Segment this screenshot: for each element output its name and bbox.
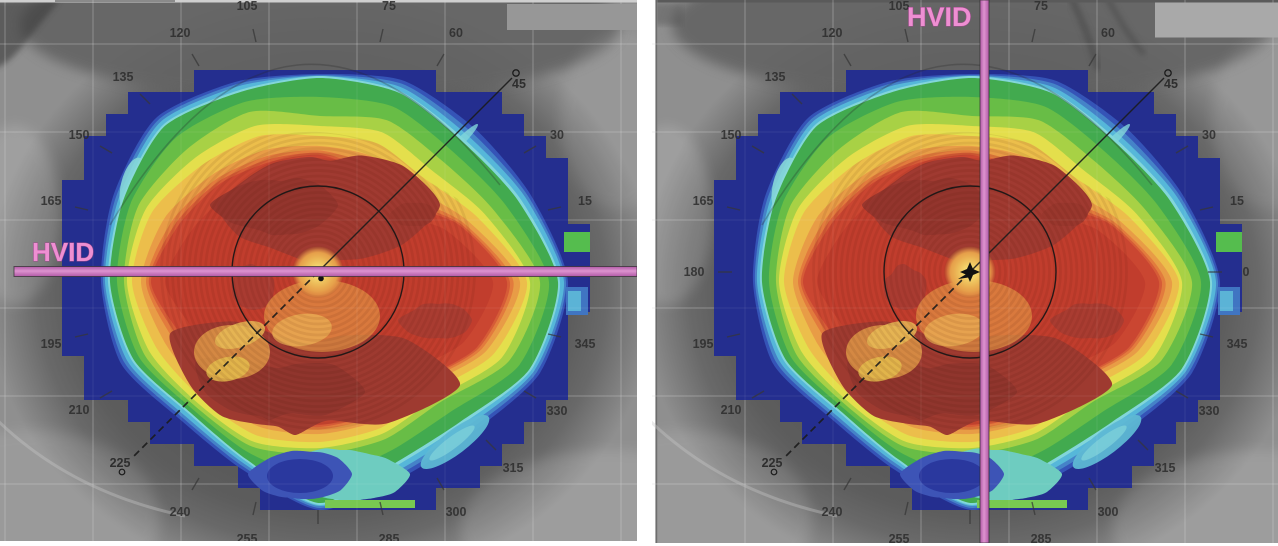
svg-text:255: 255 [889,532,910,543]
svg-text:0: 0 [1243,265,1250,279]
svg-text:135: 135 [113,70,134,84]
svg-text:195: 195 [693,337,714,351]
svg-text:150: 150 [69,128,90,142]
svg-text:330: 330 [1199,404,1220,418]
svg-text:15: 15 [1230,194,1244,208]
svg-text:270: 270 [960,541,981,543]
svg-text:45: 45 [1164,77,1178,91]
svg-text:45: 45 [512,77,526,91]
svg-text:210: 210 [721,403,742,417]
svg-text:30: 30 [1202,128,1216,142]
svg-text:195: 195 [41,337,62,351]
svg-text:225: 225 [110,456,131,470]
svg-text:345: 345 [1227,337,1248,351]
svg-text:240: 240 [822,505,843,519]
svg-text:105: 105 [237,0,258,13]
svg-text:75: 75 [1034,0,1048,13]
svg-text:120: 120 [170,26,191,40]
svg-text:285: 285 [1031,532,1052,543]
svg-text:285: 285 [379,532,400,541]
svg-text:120: 120 [822,26,843,40]
svg-text:60: 60 [1101,26,1115,40]
svg-text:135: 135 [765,70,786,84]
svg-text:HVID: HVID [907,2,972,32]
svg-text:75: 75 [382,0,396,13]
svg-text:300: 300 [446,505,467,519]
svg-text:315: 315 [1155,461,1176,475]
svg-text:255: 255 [237,532,258,541]
svg-text:15: 15 [578,194,592,208]
svg-text:HVID: HVID [32,237,94,267]
svg-text:345: 345 [575,337,596,351]
svg-text:165: 165 [693,194,714,208]
svg-text:240: 240 [170,505,191,519]
svg-text:300: 300 [1098,505,1119,519]
svg-text:60: 60 [449,26,463,40]
svg-text:165: 165 [41,194,62,208]
svg-text:180: 180 [684,265,705,279]
svg-text:30: 30 [550,128,564,142]
svg-text:150: 150 [721,128,742,142]
svg-text:315: 315 [503,461,524,475]
svg-text:105: 105 [889,0,910,13]
svg-text:210: 210 [69,403,90,417]
svg-text:225: 225 [762,456,783,470]
svg-text:330: 330 [547,404,568,418]
